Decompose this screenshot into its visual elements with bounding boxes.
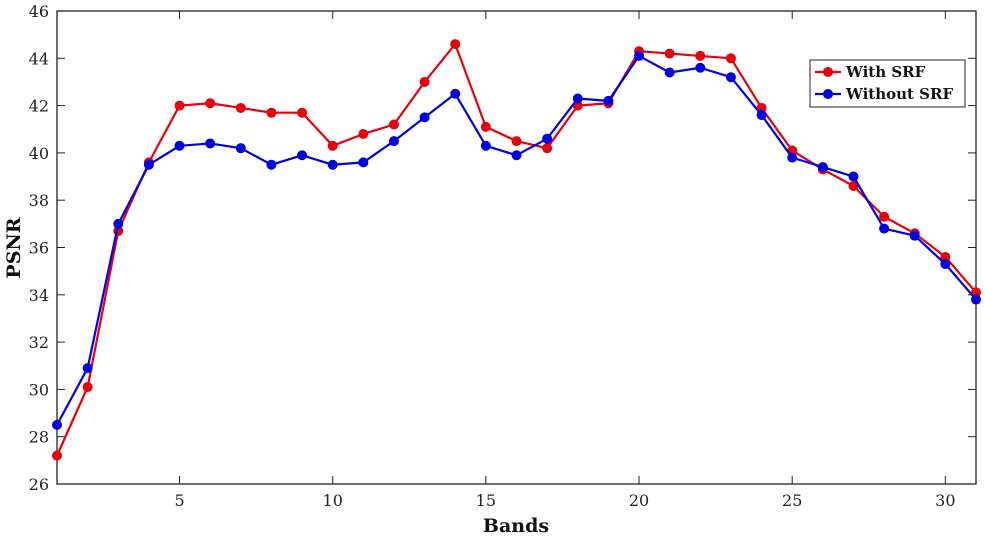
data-point-without-srf	[327, 159, 338, 170]
data-point-without-srf	[266, 159, 277, 170]
series-line-without-srf	[56, 54, 977, 426]
data-point-without-srf	[695, 62, 706, 73]
data-point-with-srf	[235, 102, 246, 113]
data-point-with-srf	[848, 181, 859, 192]
data-point-with-srf	[450, 39, 461, 50]
y-tick-label: 40	[29, 144, 49, 163]
data-point-without-srf	[511, 150, 522, 161]
x-tick-label: 30	[935, 491, 955, 510]
data-point-with-srf	[82, 382, 93, 393]
data-point-without-srf	[787, 152, 798, 163]
data-point-with-srf	[205, 98, 216, 109]
x-tick-label: 15	[476, 491, 496, 510]
y-tick-label: 26	[29, 475, 49, 494]
y-tick-label: 38	[29, 191, 49, 210]
data-point-without-srf	[848, 171, 859, 182]
y-tick-label: 28	[29, 428, 49, 447]
legend-marker-with-srf	[823, 67, 833, 77]
data-point-with-srf	[52, 450, 62, 461]
legend-marker-without-srf	[823, 89, 833, 99]
legend-label-without-srf: Without SRF	[845, 85, 953, 103]
data-point-without-srf	[143, 159, 154, 170]
legend-label-with-srf: With SRF	[845, 63, 926, 81]
x-axis-title: Bands	[483, 515, 549, 537]
y-tick-label: 44	[29, 49, 49, 68]
data-point-with-srf	[297, 107, 308, 118]
data-point-without-srf	[450, 88, 461, 99]
data-point-without-srf	[971, 294, 981, 305]
data-point-without-srf	[480, 140, 491, 151]
y-tick-label: 46	[29, 2, 49, 21]
data-point-without-srf	[388, 136, 399, 147]
data-point-with-srf	[542, 143, 553, 154]
data-point-with-srf	[879, 211, 890, 222]
y-axis-title: PSNR	[3, 217, 25, 278]
data-point-with-srf	[511, 136, 522, 147]
y-tick-label: 32	[29, 333, 49, 352]
data-point-without-srf	[817, 162, 828, 173]
data-point-with-srf	[174, 100, 185, 111]
data-point-without-srf	[235, 143, 246, 154]
x-tick-label: 25	[782, 491, 802, 510]
data-point-without-srf	[174, 140, 185, 151]
data-point-without-srf	[297, 150, 308, 161]
x-tick-label: 10	[323, 491, 343, 510]
data-point-with-srf	[419, 76, 430, 87]
data-point-without-srf	[603, 95, 614, 106]
x-tick-label: 20	[629, 491, 649, 510]
data-point-without-srf	[634, 50, 645, 61]
x-tick-label: 5	[174, 491, 184, 510]
ticks-layer: 5 10 15 20 25 30 26 28 30 32 34 36 38 40 42 44 46	[29, 2, 976, 510]
data-point-without-srf	[82, 363, 93, 374]
data-point-with-srf	[388, 119, 399, 130]
data-point-without-srf	[542, 133, 553, 144]
data-point-without-srf	[52, 419, 62, 430]
y-tick-label: 36	[29, 239, 49, 258]
data-point-with-srf	[664, 48, 675, 59]
data-point-without-srf	[113, 218, 124, 229]
data-point-without-srf	[879, 223, 890, 234]
data-point-without-srf	[664, 67, 675, 78]
data-point-with-srf	[971, 287, 981, 298]
legend: With SRF Without SRF	[809, 59, 966, 108]
data-point-with-srf	[940, 251, 951, 262]
data-point-without-srf	[205, 138, 216, 149]
data-point-without-srf	[940, 259, 951, 270]
data-point-without-srf	[419, 112, 430, 123]
data-point-without-srf	[725, 72, 736, 83]
data-point-with-srf	[695, 50, 706, 61]
data-point-with-srf	[327, 140, 338, 151]
data-point-without-srf	[756, 110, 767, 121]
y-tick-label: 42	[29, 97, 49, 116]
y-tick-label: 34	[29, 286, 49, 305]
data-point-without-srf	[358, 157, 369, 168]
series-layer	[52, 39, 981, 461]
data-point-without-srf	[572, 93, 583, 104]
data-point-without-srf	[909, 230, 920, 241]
data-point-with-srf	[480, 121, 491, 132]
data-point-with-srf	[266, 107, 277, 118]
data-point-with-srf	[725, 53, 736, 64]
legend-box	[809, 59, 966, 108]
data-point-with-srf	[358, 128, 369, 139]
y-tick-label: 30	[29, 380, 49, 399]
